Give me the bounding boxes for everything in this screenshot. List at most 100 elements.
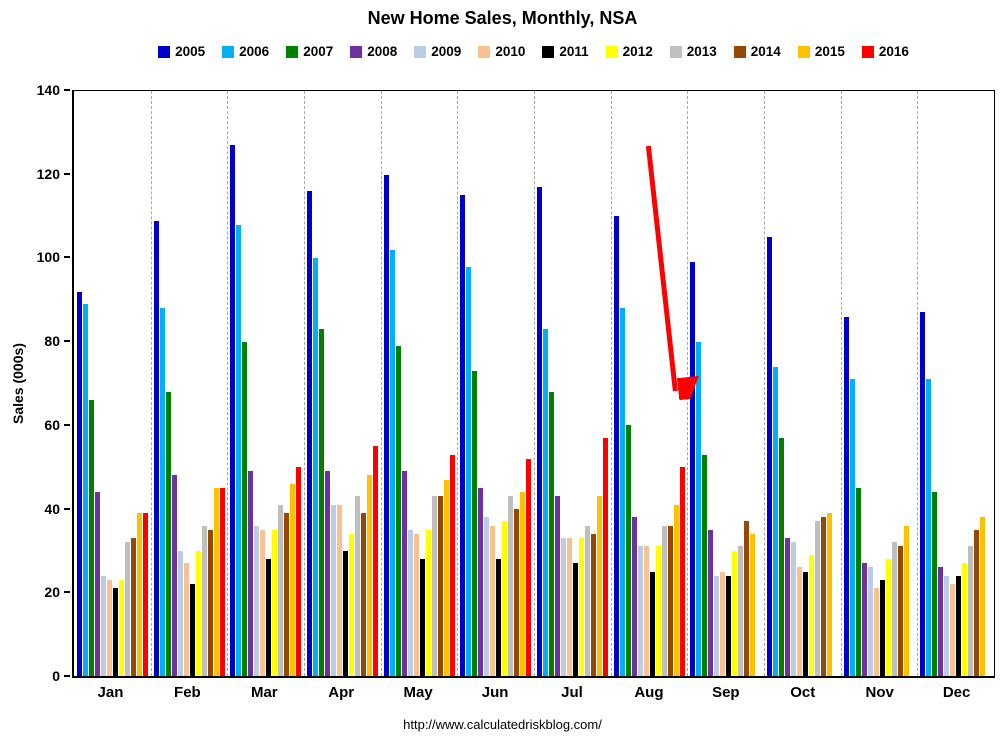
bar-2006-Oct — [772, 366, 778, 676]
legend-item-2012: 2012 — [605, 44, 653, 59]
x-label-Nov: Nov — [865, 684, 894, 701]
y-tick-label-0: 0 — [52, 668, 60, 684]
bar-2008-Mar — [248, 471, 254, 676]
bar-2012-Apr — [348, 533, 354, 676]
x-axis-labels: Jan Feb Mar Apr May Jun Jul Aug Sep Oct Nov Dec — [72, 684, 995, 701]
bar-2013-Nov — [891, 542, 897, 676]
legend-swatch-2010 — [478, 45, 491, 58]
x-label-Jan: Jan — [97, 684, 124, 701]
legend-swatch-2005 — [158, 45, 171, 58]
bar-2012-Jul — [578, 538, 584, 676]
bar-2010-Oct — [796, 567, 802, 676]
bar-2006-Mar — [236, 224, 242, 676]
legend-label-2005: 2005 — [175, 44, 206, 59]
bar-2014-Mar — [284, 513, 290, 676]
bar-2008-Jun — [478, 487, 484, 676]
bar-2010-Jun — [490, 525, 496, 676]
bar-2011-Sep — [726, 575, 732, 676]
y-tick-mark-20 — [64, 591, 70, 594]
bar-2011-Jan — [112, 588, 118, 676]
bar-2008-Apr — [324, 471, 330, 676]
bar-2010-Nov — [873, 588, 879, 676]
bar-2010-Sep — [720, 571, 726, 676]
chart-title: New Home Sales, Monthly, NSA — [367, 8, 638, 28]
bar-2010-Apr — [336, 504, 342, 676]
gridline-10 — [840, 91, 842, 676]
gridline-11 — [917, 91, 919, 676]
bar-2007-Jan — [88, 400, 94, 676]
y-tick-label-100: 100 — [36, 249, 60, 266]
x-label-Oct: Oct — [790, 684, 816, 701]
legend-label-2015: 2015 — [814, 44, 845, 59]
bar-groups — [74, 91, 994, 676]
legend-item-2006: 2006 — [222, 44, 269, 59]
legend-swatch-2011 — [542, 45, 555, 58]
x-label-Mar: Mar — [250, 684, 278, 701]
bar-2008-Jul — [554, 496, 560, 676]
bar-2013-Jun — [508, 496, 514, 676]
bar-2013-Jul — [584, 525, 590, 676]
bar-2006-Jul — [542, 329, 548, 676]
bar-2005-Jul — [536, 187, 542, 676]
bar-2015-Dec — [980, 517, 986, 676]
gridline-1 — [150, 91, 152, 676]
bar-2011-Dec — [956, 575, 962, 676]
bar-2012-Jan — [118, 579, 124, 676]
legend-label-2016: 2016 — [878, 44, 909, 59]
bar-2013-Dec — [968, 546, 974, 676]
bar-2012-May — [425, 529, 431, 676]
bar-2015-Aug — [673, 504, 679, 676]
bar-group-Jul — [534, 91, 611, 676]
bar-2007-Dec — [932, 492, 938, 676]
bar-2016-Apr — [372, 446, 378, 676]
bar-2010-Dec — [950, 584, 956, 676]
y-tick-mark-60 — [64, 423, 70, 426]
legend-swatch-2014 — [733, 45, 746, 58]
bar-2009-Mar — [254, 525, 260, 676]
bar-2008-Dec — [938, 567, 944, 676]
bar-2007-Sep — [702, 454, 708, 676]
legend-item-2010: 2010 — [478, 44, 525, 59]
bar-2006-Sep — [696, 341, 702, 676]
bar-2012-Feb — [195, 550, 201, 676]
bar-2013-Mar — [278, 504, 284, 676]
bar-2008-Jan — [94, 492, 100, 676]
bar-2006-Apr — [312, 258, 318, 676]
gridline-5 — [457, 91, 459, 676]
bar-2009-Apr — [330, 504, 336, 676]
bar-2014-Apr — [360, 513, 366, 676]
bar-2009-Aug — [637, 546, 643, 676]
bar-2006-Jun — [466, 266, 472, 676]
bar-2005-Feb — [153, 220, 159, 676]
legend: 2005 2006 2007 2008 2009 2010 2011 2012 2013 2014… — [72, 44, 995, 59]
bar-2007-Jun — [472, 370, 478, 676]
bar-2005-Jan — [76, 291, 82, 676]
bar-group-Dec — [917, 91, 994, 676]
bar-2014-Aug — [667, 525, 673, 676]
legend-item-2009: 2009 — [414, 44, 461, 59]
bar-2012-Oct — [808, 554, 814, 676]
bar-group-Nov — [841, 91, 918, 676]
legend-swatch-2016 — [861, 45, 874, 58]
bar-2006-Aug — [619, 308, 625, 676]
bar-group-Mar — [227, 91, 304, 676]
bar-2008-Oct — [784, 538, 790, 676]
bar-2005-May — [383, 174, 389, 676]
bar-2009-Jul — [560, 538, 566, 676]
bar-2011-Jun — [496, 559, 502, 676]
legend-item-2014: 2014 — [733, 44, 781, 59]
bar-2013-May — [431, 496, 437, 676]
bar-2015-Jun — [520, 492, 526, 676]
bar-2015-Oct — [826, 513, 832, 676]
bar-2010-May — [413, 533, 419, 676]
bar-2010-Jul — [566, 538, 572, 676]
y-tick-mark-120 — [64, 172, 70, 175]
bar-2005-Jun — [460, 195, 466, 676]
legend-swatch-2006 — [222, 45, 235, 58]
gridline-2 — [227, 91, 229, 676]
bar-2014-Jul — [590, 533, 596, 676]
gridline-7 — [610, 91, 612, 676]
bar-2007-May — [395, 345, 401, 676]
bar-2005-Sep — [690, 262, 696, 676]
